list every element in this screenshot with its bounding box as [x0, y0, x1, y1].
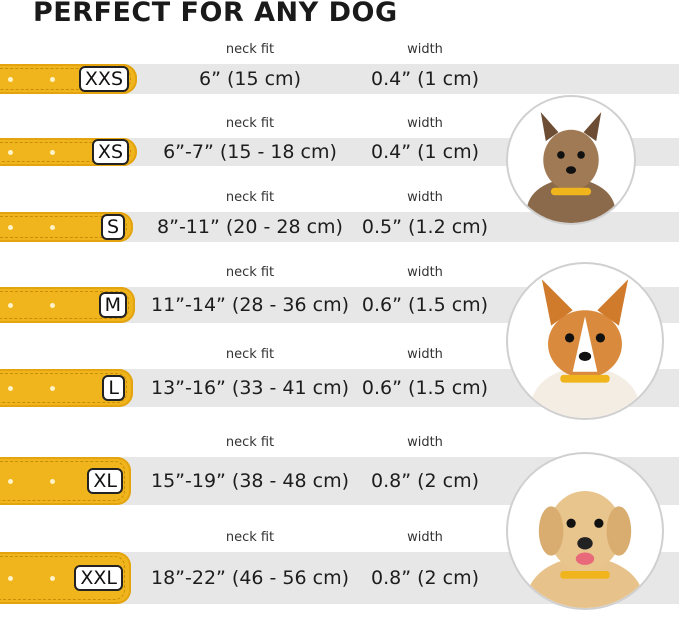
width-label: width [407, 265, 443, 280]
neck-fit-label: neck fit [225, 265, 275, 280]
neck-fit-value: 8”-11” (20 - 28 cm) [157, 216, 343, 238]
collar-stitching [0, 142, 131, 162]
width-value: 0.4” (1 cm) [370, 68, 480, 90]
collar-graphic: L [0, 369, 133, 407]
neck-fit-label: neck fit [225, 347, 275, 362]
width-label: width [407, 530, 443, 545]
width-value: 0.8” (2 cm) [370, 470, 480, 492]
collar-hole [50, 224, 55, 230]
width-value: 0.4” (1 cm) [370, 141, 480, 163]
neck-fit-label: neck fit [225, 116, 275, 131]
neck-fit-label: neck fit [225, 435, 275, 450]
collar-graphic: XXL [0, 552, 131, 604]
small-terrier-photo [506, 95, 636, 225]
collar-stitching [0, 556, 125, 600]
collar-hole [50, 478, 55, 484]
collar-hole [8, 149, 13, 155]
size-tag: XS [91, 139, 129, 165]
neck-fit-label: neck fit [225, 42, 275, 57]
neck-fit-value: 11”-14” (28 - 36 cm) [150, 294, 350, 316]
collar-hole [8, 302, 13, 308]
collar-hole [8, 478, 13, 484]
collar-hole [8, 76, 13, 82]
width-label: width [407, 190, 443, 205]
collar-graphic: M [0, 287, 135, 323]
size-tag: L [102, 375, 125, 401]
size-tag: M [98, 292, 127, 318]
corgi-photo [506, 262, 664, 420]
page-title: PERFECT FOR ANY DOG [33, 0, 398, 28]
collar-stitching [0, 216, 127, 238]
size-tag: S [100, 214, 125, 240]
width-value: 0.8” (2 cm) [370, 567, 480, 589]
collar-graphic: XS [0, 138, 137, 166]
size-tag: XXL [74, 565, 123, 591]
width-label: width [407, 347, 443, 362]
size-tag: XL [87, 468, 123, 494]
width-label: width [407, 42, 443, 57]
neck-fit-label: neck fit [225, 530, 275, 545]
neck-fit-value: 6”-7” (15 - 18 cm) [163, 141, 337, 163]
collar-stitching [0, 461, 125, 501]
labrador-photo [506, 452, 664, 610]
collar-stitching [0, 68, 131, 90]
width-value: 0.5” (1.2 cm) [361, 216, 489, 238]
collar-graphic: S [0, 212, 133, 242]
collar-graphic: XL [0, 457, 131, 505]
width-label: width [407, 116, 443, 131]
collar-hole [8, 385, 13, 391]
neck-fit-value: 6” (15 cm) [199, 68, 301, 90]
collar-stitching [0, 373, 127, 403]
collar-hole [50, 385, 55, 391]
neck-fit-value: 13”-16” (33 - 41 cm) [150, 377, 350, 399]
collar-hole [8, 224, 13, 230]
width-label: width [407, 435, 443, 450]
neck-fit-value: 15”-19” (38 - 48 cm) [150, 470, 350, 492]
collar-graphic: XXS [0, 64, 137, 94]
neck-fit-value: 18”-22” (46 - 56 cm) [150, 567, 350, 589]
width-value: 0.6” (1.5 cm) [361, 294, 489, 316]
collar-hole [50, 302, 55, 308]
size-tag: XXS [78, 66, 129, 92]
collar-hole [50, 149, 55, 155]
width-value: 0.6” (1.5 cm) [361, 377, 489, 399]
collar-hole [50, 76, 55, 82]
collar-stitching [0, 291, 129, 319]
neck-fit-label: neck fit [225, 190, 275, 205]
collar-hole [50, 575, 55, 581]
size-row: XXS neck fit width 6” (15 cm) 0.4” (1 cm… [0, 29, 679, 129]
collar-hole [8, 575, 13, 581]
